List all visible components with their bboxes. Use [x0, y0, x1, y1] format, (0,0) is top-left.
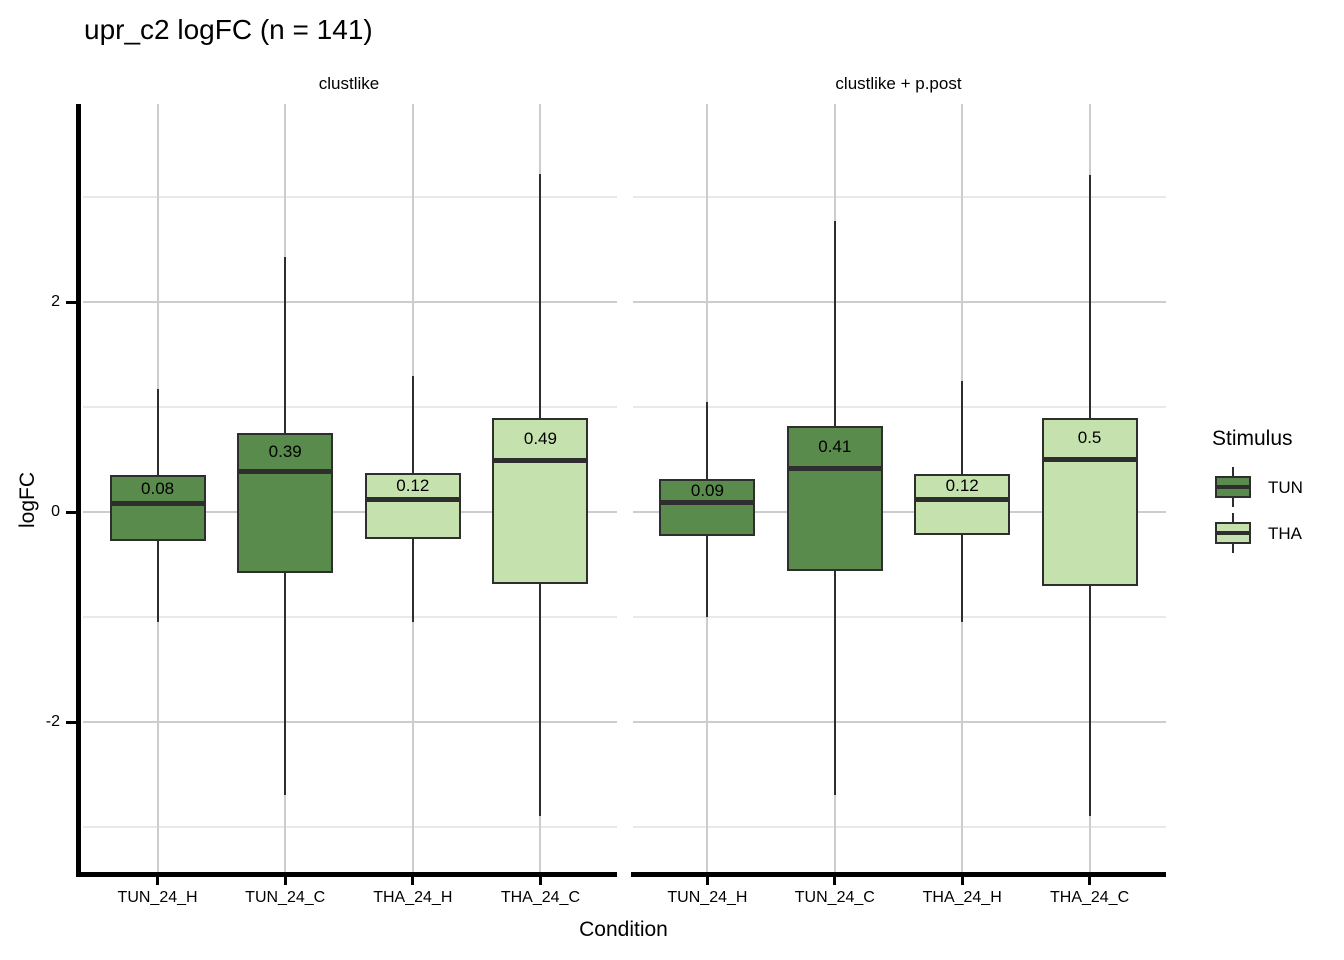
- median-line: [788, 466, 881, 472]
- legend-key-median: [1215, 531, 1251, 535]
- median-line: [661, 500, 754, 506]
- median-label: 0.39: [268, 441, 302, 461]
- gridline-minor: [83, 616, 617, 618]
- median-line: [1043, 457, 1136, 462]
- median-label: 0.49: [523, 428, 557, 448]
- legend-key-boxplot-icon: [1214, 464, 1252, 510]
- x-tick: [156, 877, 160, 885]
- gridline-minor: [633, 616, 1166, 618]
- median-label: 0.09: [690, 480, 724, 500]
- gridline-minor: [633, 196, 1166, 198]
- x-tick-label: THA_24_C: [1049, 889, 1130, 906]
- median-label: 0.5: [1077, 428, 1102, 447]
- median-label: 0.12: [396, 475, 430, 495]
- legend-label-tha: THA: [1268, 524, 1302, 543]
- y-tick: [66, 720, 76, 724]
- x-tick-label: THA_24_C: [500, 889, 580, 906]
- legend-label-tun: TUN: [1268, 478, 1303, 497]
- median-label: 0.12: [945, 476, 979, 496]
- gridline-minor: [83, 406, 617, 408]
- x-tick: [283, 877, 287, 885]
- x-tick: [960, 877, 964, 885]
- gridline-major: [83, 721, 617, 723]
- plot-title: upr_c2 logFC (n = 141): [84, 14, 373, 45]
- gridline-major: [633, 511, 1166, 513]
- legend-entry-tun: TUN: [1214, 464, 1344, 510]
- median-label: 0.08: [141, 478, 175, 498]
- x-tick: [1088, 877, 1092, 885]
- boxplot-box: [914, 474, 1011, 536]
- facet-label-clustlike: clustlike: [318, 74, 380, 93]
- x-tick-label: TUN_24_C: [245, 889, 326, 906]
- legend-title: Stimulus: [1212, 427, 1293, 450]
- boxplot-box: [1041, 417, 1138, 586]
- x-tick: [411, 877, 415, 885]
- y-tick-label: 0: [51, 503, 60, 520]
- y-tick: [66, 510, 76, 514]
- gridline-major: [83, 301, 617, 303]
- x-tick: [705, 877, 709, 885]
- y-tick-label: 2: [51, 293, 60, 310]
- median-line: [916, 496, 1009, 502]
- x-tick-label: TUN_24_H: [667, 889, 748, 906]
- gridline-minor: [83, 826, 617, 828]
- x-axis-line: [631, 872, 1166, 877]
- legend-key-boxplot-icon: [1214, 510, 1252, 556]
- x-tick-label: THA_24_H: [373, 889, 453, 906]
- gridline-major: [633, 301, 1166, 303]
- gridline-major: [633, 721, 1166, 723]
- boxplot-box: [109, 475, 206, 542]
- y-axis-title: logFC: [16, 471, 39, 529]
- x-tick: [833, 877, 837, 885]
- gridline-minor: [633, 406, 1166, 408]
- legend-key-median: [1215, 485, 1251, 489]
- x-tick-label: THA_24_H: [922, 889, 1002, 906]
- legend-entry-tha: THA: [1214, 510, 1344, 556]
- gridline-minor: [83, 196, 617, 198]
- y-tick: [66, 300, 76, 304]
- boxplot-box: [786, 425, 883, 571]
- boxplot-box: [237, 433, 334, 573]
- median-line: [366, 496, 459, 502]
- x-axis-line: [78, 872, 617, 877]
- x-tick: [538, 877, 542, 885]
- x-tick-label: TUN_24_C: [794, 889, 875, 906]
- y-tick-label: -2: [45, 713, 60, 730]
- boxplot-box: [659, 479, 756, 537]
- x-axis-title: Condition: [579, 918, 668, 941]
- y-axis-line: [76, 104, 81, 877]
- x-tick-label: TUN_24_H: [117, 889, 198, 906]
- gridline-major: [83, 511, 617, 513]
- median-line: [111, 501, 204, 507]
- median-label: 0.41: [818, 436, 852, 456]
- boxplot-box: [492, 417, 589, 585]
- median-line: [239, 468, 332, 474]
- facet-label-clustlike-ppost: clustlike + p.post: [835, 74, 962, 93]
- boxplot-box: [364, 473, 461, 540]
- gridline-minor: [633, 826, 1166, 828]
- median-line: [494, 458, 587, 464]
